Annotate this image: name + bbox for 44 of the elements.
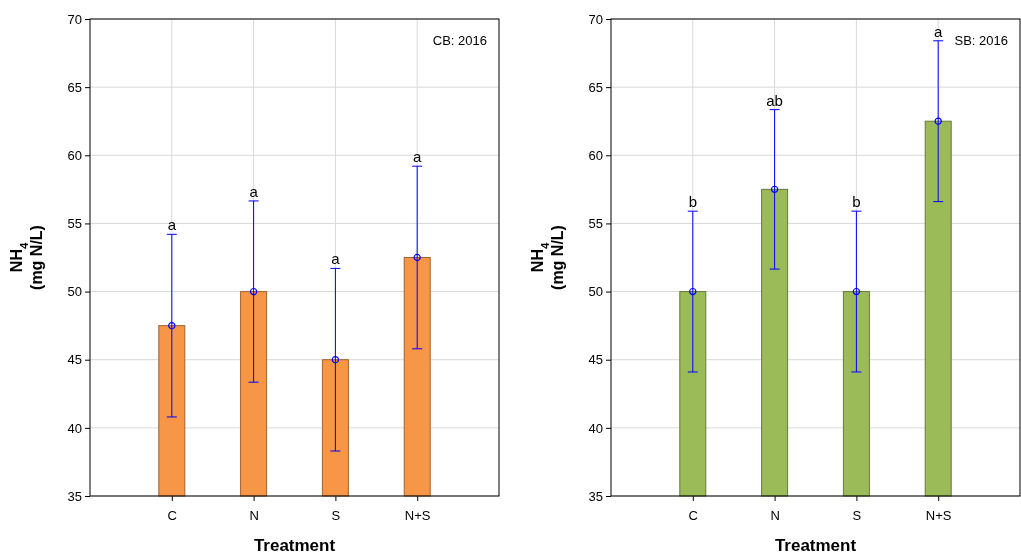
y-tick-label: 60 — [67, 147, 82, 163]
y-tick-label: 55 — [588, 216, 603, 232]
x-tick-label: N+S — [925, 507, 952, 523]
point — [852, 287, 861, 296]
point — [168, 321, 176, 330]
y-tick-label: 70 — [588, 11, 603, 27]
x-tick-label: S — [852, 507, 862, 523]
annotation: SB: 2016 — [954, 33, 1008, 48]
x-axis-title: Treatment — [774, 536, 857, 553]
x-tick-label: N — [770, 507, 780, 523]
annotation: a — [167, 216, 177, 234]
y-tick-label: 50 — [588, 284, 603, 300]
point — [689, 287, 697, 296]
y-tick-label: 50 — [67, 284, 82, 300]
annotation: ab — [766, 91, 783, 109]
x-tick-label: C — [688, 507, 698, 523]
y-tick-label: 70 — [67, 11, 82, 27]
annotation: a — [934, 22, 944, 40]
y-tick-label: 40 — [67, 420, 82, 436]
x-tick-label: N — [249, 507, 259, 523]
y-tick-label: 65 — [67, 79, 82, 95]
y-tick-label: 60 — [588, 147, 603, 163]
annotation: a — [249, 182, 259, 200]
point — [770, 185, 779, 194]
y-tick-label: 35 — [67, 488, 82, 504]
y-tick-label: 55 — [67, 216, 82, 232]
annotation: b — [852, 193, 861, 211]
y-tick-label: 45 — [67, 352, 82, 368]
point — [249, 287, 258, 296]
annotation: a — [413, 148, 423, 166]
y-tick-label: 35 — [588, 488, 603, 504]
point — [331, 356, 340, 364]
point — [413, 253, 421, 262]
x-tick-label: N+S — [404, 507, 431, 523]
x-tick-label: S — [331, 507, 341, 523]
annotation: a — [331, 250, 341, 268]
annotation: CB: 2016 — [432, 33, 487, 48]
x-tick-label: C — [167, 507, 177, 523]
y-tick-label: 40 — [588, 420, 603, 436]
point — [934, 117, 942, 125]
x-axis-title: Treatment — [253, 536, 336, 553]
y-tick-label: 45 — [588, 352, 603, 368]
annotation: b — [688, 193, 697, 211]
y-tick-label: 65 — [588, 79, 603, 95]
